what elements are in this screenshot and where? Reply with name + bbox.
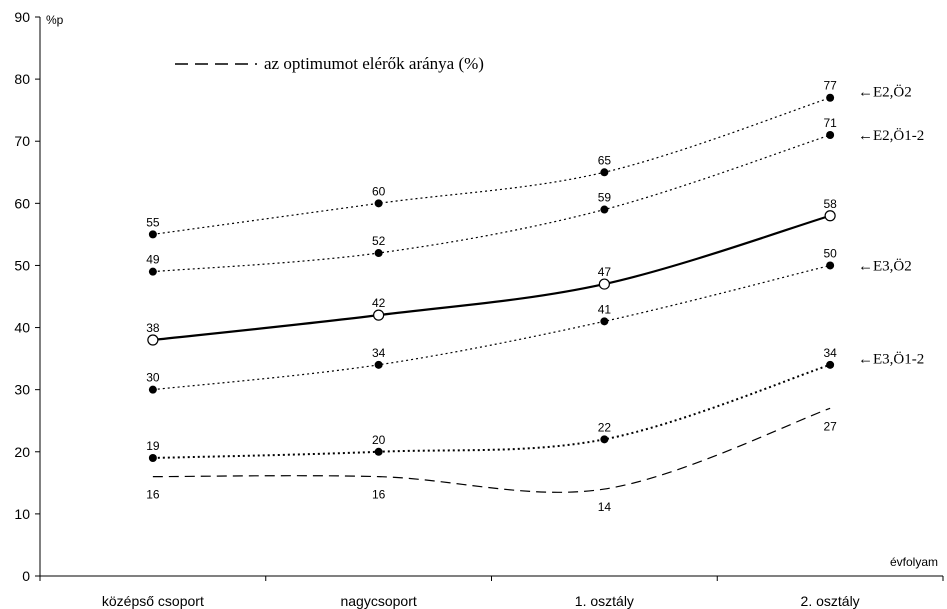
series-line-3	[152, 264, 831, 391]
series-line-0	[152, 97, 831, 235]
data-point	[600, 435, 609, 444]
data-point	[600, 205, 609, 214]
data-label: 14	[598, 500, 612, 514]
axes: %p évfolyam	[39, 13, 943, 577]
y-tick-label: 30	[14, 382, 30, 398]
series-line-5	[152, 407, 831, 493]
data-label: 59	[598, 191, 612, 205]
tick-group: 0 10 20 30 40 50 60 70 80 90 középső csoport nagycs…	[14, 9, 944, 609]
y-tick-label: 60	[14, 195, 30, 211]
data-label: 30	[146, 371, 160, 385]
y-tick-label: 50	[14, 257, 30, 273]
x-tick-label: középső csoport	[102, 593, 204, 609]
annotation-group: ←E2,Ö2 ←E2,Ö1-2 ←E3,Ö2 ←E3,Ö1-2	[858, 84, 924, 368]
data-label-group: 55 60 65 77 49 52 59 71 38 42 47 58 30 34 41 50 19 20 22 34…	[146, 79, 837, 514]
y-tick-label: 0	[22, 568, 30, 584]
data-label: 20	[372, 433, 386, 447]
data-point	[374, 360, 383, 369]
data-point	[374, 199, 383, 208]
series-annotation: ←E3,Ö1-2	[858, 351, 924, 368]
y-tick-label: 10	[14, 506, 30, 522]
data-label: 22	[598, 420, 612, 434]
data-point	[826, 360, 835, 369]
data-label: 19	[146, 439, 160, 453]
data-label: 34	[372, 346, 386, 360]
data-point	[374, 447, 383, 456]
data-label: 49	[146, 253, 160, 267]
legend: az optimumot elérők aránya (%)	[175, 54, 484, 73]
data-point	[147, 334, 159, 346]
data-label: 34	[823, 346, 837, 360]
data-label: 65	[598, 153, 612, 167]
data-point	[148, 385, 157, 394]
x-tick-label: nagycsoport	[340, 593, 416, 609]
series-line-2	[152, 214, 831, 342]
data-point	[826, 261, 835, 270]
data-point	[600, 317, 609, 326]
data-point	[598, 278, 610, 290]
data-label: 58	[823, 197, 837, 211]
data-point	[826, 93, 835, 102]
data-label: 71	[823, 116, 837, 130]
data-label: 47	[598, 265, 612, 279]
data-label: 41	[598, 302, 612, 316]
data-point	[148, 230, 157, 239]
y-tick-label: 40	[14, 320, 30, 336]
data-label: 42	[372, 296, 386, 310]
data-label: 77	[823, 79, 837, 93]
data-point	[826, 131, 835, 140]
y-tick-label: 90	[14, 9, 30, 25]
data-label: 27	[823, 419, 837, 433]
x-tick-label: 1. osztály	[575, 593, 634, 609]
data-point	[824, 210, 836, 222]
legend-label: az optimumot elérők aránya (%)	[264, 54, 484, 73]
y-tick-label: 20	[14, 444, 30, 460]
data-point	[148, 267, 157, 276]
data-label: 55	[146, 215, 160, 229]
y-tick-label: 80	[14, 71, 30, 87]
x-unit-label: évfolyam	[890, 555, 938, 569]
series-line-1	[152, 134, 831, 273]
series-line-4	[152, 363, 831, 459]
series-group	[147, 93, 836, 493]
data-label: 16	[146, 488, 160, 502]
series-annotation: ←E2,Ö2	[858, 84, 912, 101]
series-annotation: ←E2,Ö1-2	[858, 127, 924, 144]
data-label: 16	[372, 488, 386, 502]
data-point	[148, 453, 157, 462]
data-label: 38	[146, 321, 160, 335]
y-unit-label: %p	[46, 13, 64, 27]
data-point	[374, 249, 383, 258]
series-annotation: ←E3,Ö2	[858, 257, 912, 274]
data-label: 52	[372, 234, 386, 248]
data-point	[373, 309, 385, 321]
y-tick-label: 70	[14, 133, 30, 149]
data-label: 50	[823, 246, 837, 260]
x-tick-label: 2. osztály	[801, 593, 860, 609]
data-point	[600, 168, 609, 177]
data-label: 60	[372, 184, 386, 198]
